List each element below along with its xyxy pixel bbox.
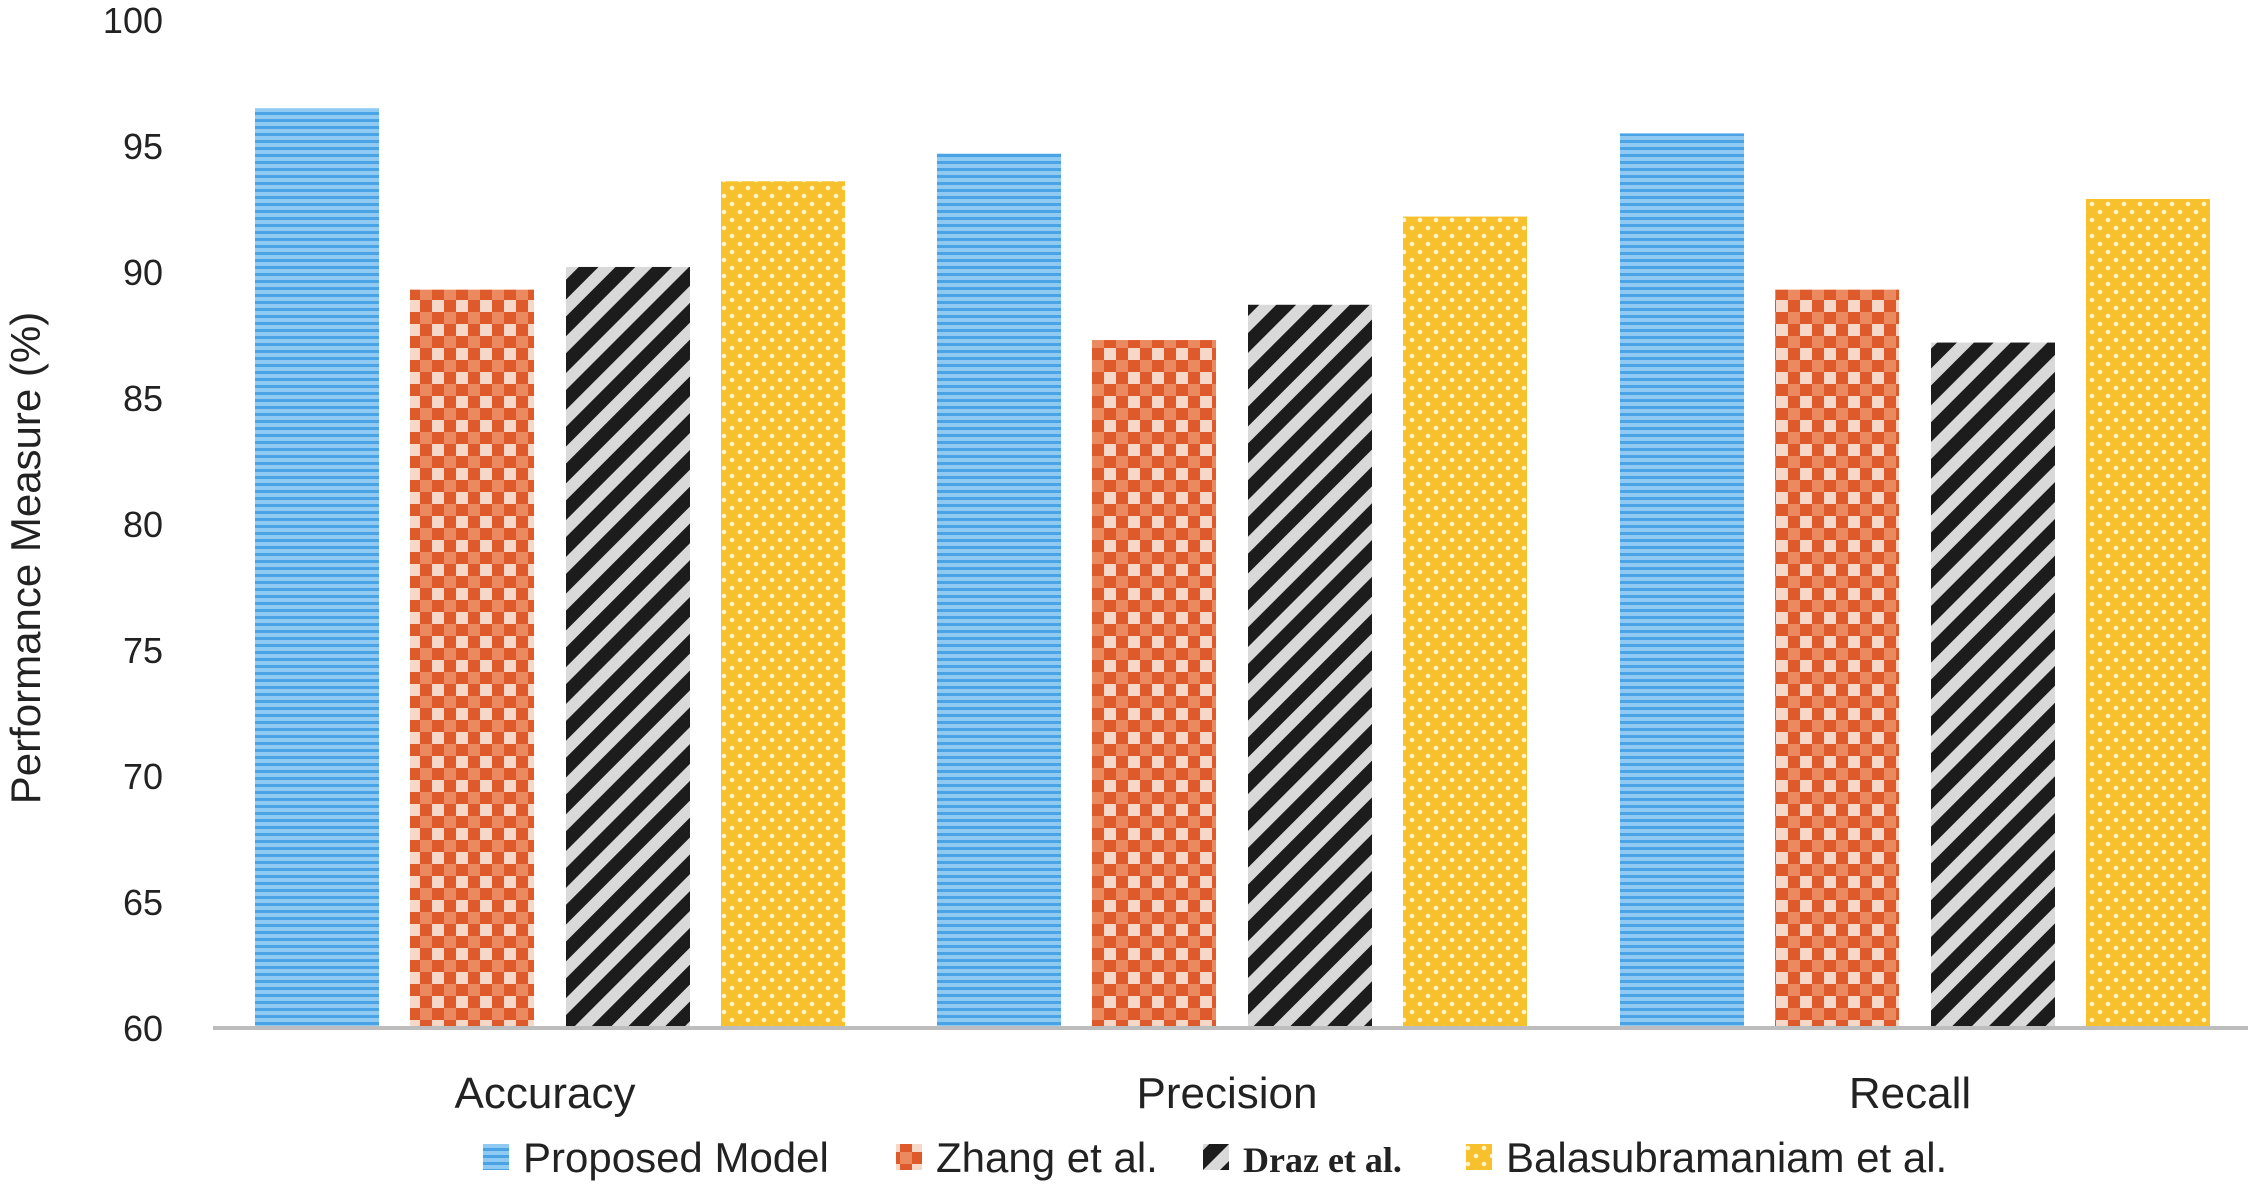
y-tick-label-90: 90 xyxy=(123,252,163,293)
bar-precision-balasubramaniam-et-al xyxy=(1403,216,1527,1028)
x-tick-label-recall: Recall xyxy=(1849,1069,1971,1118)
legend-label-zhang-et-al: Zhang et al. xyxy=(936,1134,1158,1181)
bar-precision-draz-et-al xyxy=(1248,304,1372,1028)
legend-swatch-draz-et-al xyxy=(1203,1144,1229,1170)
legend-label-draz-et-al: Draz et al. xyxy=(1243,1140,1402,1180)
y-axis-title-group: Performance Measure (%) xyxy=(2,312,49,805)
bar-accuracy-proposed-model xyxy=(255,108,379,1028)
bar-accuracy-draz-et-al xyxy=(566,266,690,1029)
legend-swatch-proposed-model xyxy=(483,1144,509,1170)
y-tick-label-95: 95 xyxy=(123,126,163,167)
legend-swatch-balasubramaniam-et-al xyxy=(1466,1144,1492,1170)
legend-label-proposed-model: Proposed Model xyxy=(523,1134,829,1181)
y-tick-label-100: 100 xyxy=(103,0,163,41)
y-tick-label-80: 80 xyxy=(123,504,163,545)
bar-precision-proposed-model xyxy=(937,153,1061,1028)
x-tick-label-accuracy: Accuracy xyxy=(455,1069,636,1118)
bar-recall-zhang-et-al xyxy=(1775,289,1899,1028)
y-tick-label-65: 65 xyxy=(123,882,163,923)
bar-accuracy-balasubramaniam-et-al xyxy=(721,181,845,1028)
bar-recall-draz-et-al xyxy=(1931,342,2055,1028)
legend-label-balasubramaniam-et-al: Balasubramaniam et al. xyxy=(1506,1134,1947,1181)
bar-accuracy-zhang-et-al xyxy=(410,289,534,1028)
legend: Proposed Model Zhang et al. Draz et al. Bal… xyxy=(483,1134,1947,1181)
legend-swatch-zhang-et-al xyxy=(896,1144,922,1170)
y-tick-label-75: 75 xyxy=(123,630,163,671)
y-tick-label-70: 70 xyxy=(123,756,163,797)
y-tick-label-85: 85 xyxy=(123,378,163,419)
bar-recall-proposed-model xyxy=(1620,133,1744,1028)
bar-precision-zhang-et-al xyxy=(1092,340,1216,1028)
y-axis-ticks: 60 65 70 75 80 85 90 95 100 xyxy=(103,0,163,1049)
x-axis-category-labels: Accuracy Precision Recall xyxy=(455,1069,1972,1118)
y-axis-title: Performance Measure (%) xyxy=(2,312,49,805)
y-tick-label-60: 60 xyxy=(123,1008,163,1049)
bars xyxy=(255,108,2210,1029)
x-tick-label-precision: Precision xyxy=(1137,1069,1318,1118)
bar-recall-balasubramaniam-et-al xyxy=(2086,198,2210,1029)
